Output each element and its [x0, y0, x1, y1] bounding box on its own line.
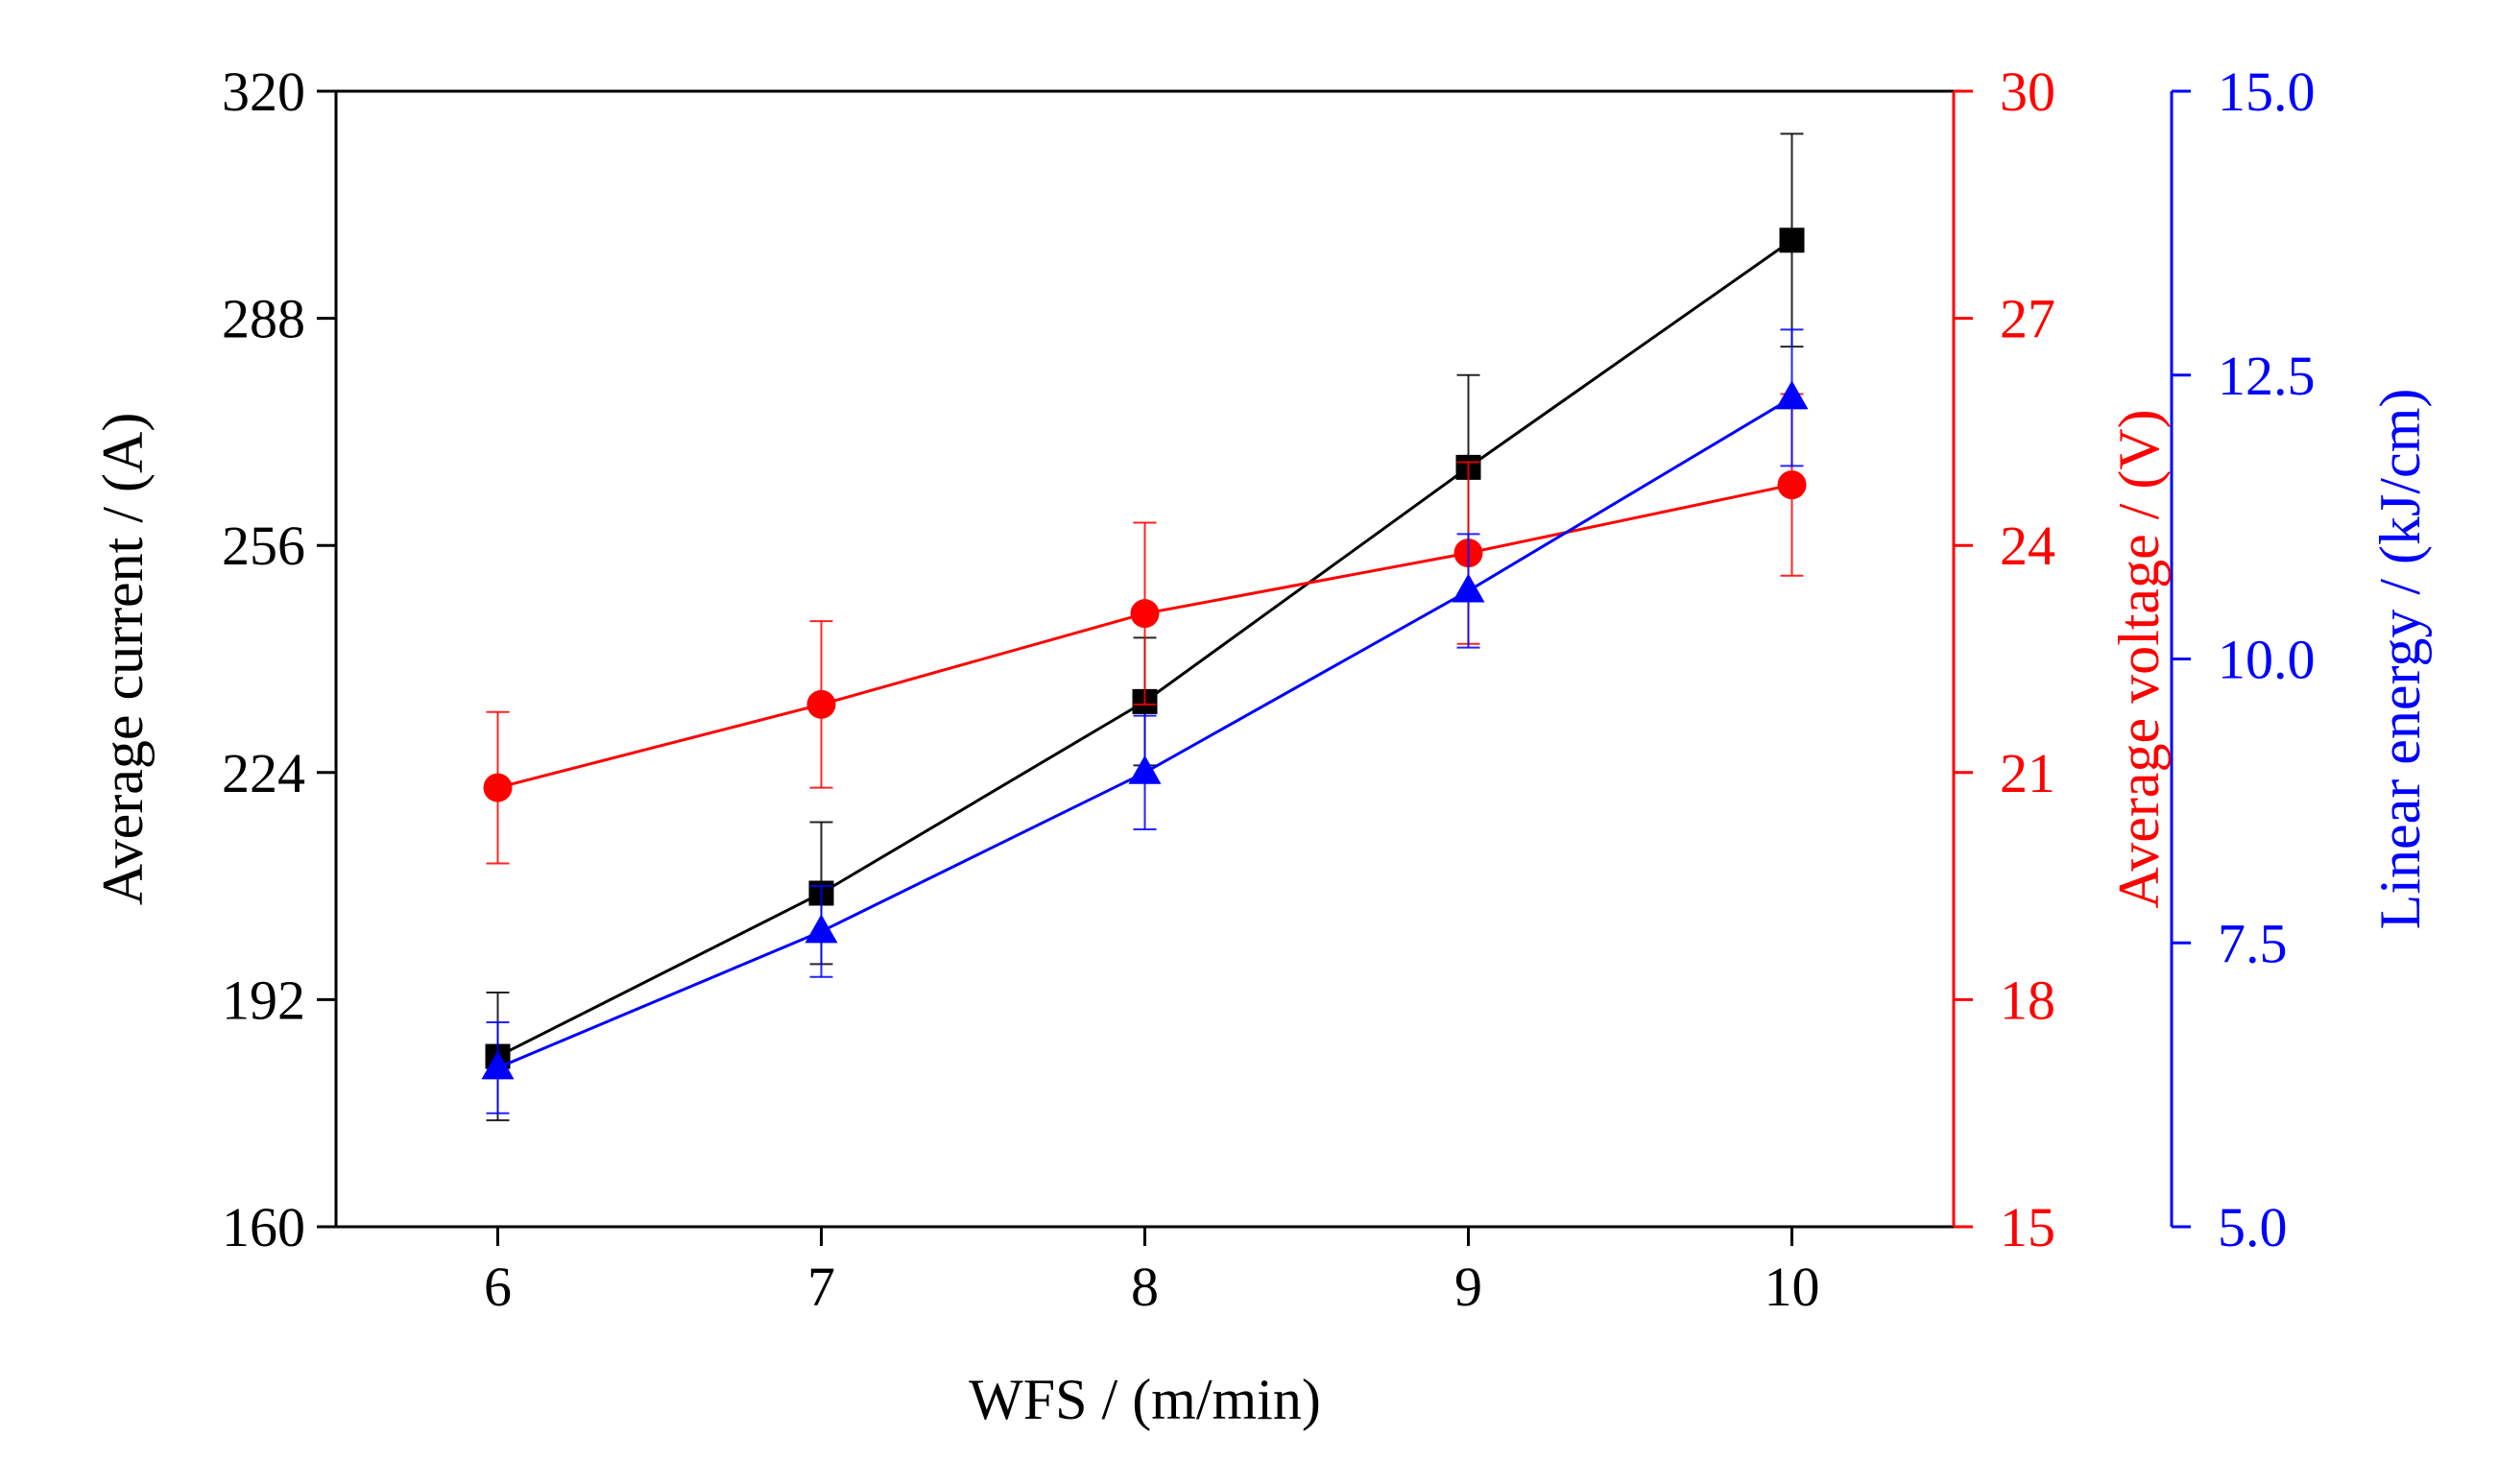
voltage-point — [483, 773, 513, 802]
energy-tick-label: 5.0 — [2218, 1196, 2288, 1258]
energy-point — [481, 1050, 515, 1080]
energy-point — [805, 914, 838, 944]
left-y-axis-title: Average current / (A) — [91, 413, 155, 906]
label-layer: WFS / (m/min) Average current / (A) Aver… — [91, 389, 2432, 1431]
voltage-tick-label: 30 — [2000, 60, 2055, 123]
x-tick-label: 9 — [1454, 1256, 1482, 1318]
series-energy — [481, 328, 1809, 1114]
energy-tick-label: 7.5 — [2218, 912, 2288, 974]
voltage-point — [1777, 470, 1807, 500]
energy-point — [1775, 380, 1809, 410]
current-tick-label: 288 — [222, 288, 305, 350]
current-tick-label: 224 — [222, 742, 305, 804]
right-y-axis-title-energy: Linear energy / (kJ/cm) — [2368, 389, 2432, 930]
voltage-tick-label: 21 — [2000, 742, 2055, 804]
voltage-point — [806, 689, 836, 719]
voltage-tick-label: 18 — [2000, 969, 2055, 1031]
energy-tick-label: 12.5 — [2218, 345, 2316, 407]
x-tick-label: 7 — [807, 1256, 835, 1318]
axes-layer: 6 7 8 9 10 160 192 224 256 288 320 15 18 21 24 27 30 5.0 7… — [222, 60, 2316, 1318]
energy-tick-label: 10.0 — [2218, 629, 2316, 691]
current-tick-label: 160 — [222, 1196, 305, 1258]
voltage-tick-label: 24 — [2000, 515, 2055, 577]
voltage-point — [1130, 599, 1160, 629]
x-tick-label: 6 — [484, 1256, 512, 1318]
x-tick-label: 10 — [1765, 1256, 1820, 1318]
current-tick-label: 320 — [222, 60, 305, 123]
x-tick-label: 8 — [1131, 1256, 1159, 1318]
voltage-tick-label: 15 — [2000, 1196, 2055, 1258]
voltage-tick-label: 27 — [2000, 288, 2055, 350]
energy-tick-label: 15.0 — [2218, 60, 2316, 123]
energy-point — [1452, 573, 1485, 603]
energy-point — [1128, 754, 1162, 784]
series-layer — [481, 132, 1809, 1122]
current-tick-label: 256 — [222, 515, 305, 577]
right-y-axis-title-voltage: Average voltage / (V) — [2107, 409, 2171, 908]
current-tick-label: 192 — [222, 969, 305, 1031]
current-point — [1779, 227, 1805, 253]
x-axis-title: WFS / (m/min) — [969, 1368, 1321, 1431]
